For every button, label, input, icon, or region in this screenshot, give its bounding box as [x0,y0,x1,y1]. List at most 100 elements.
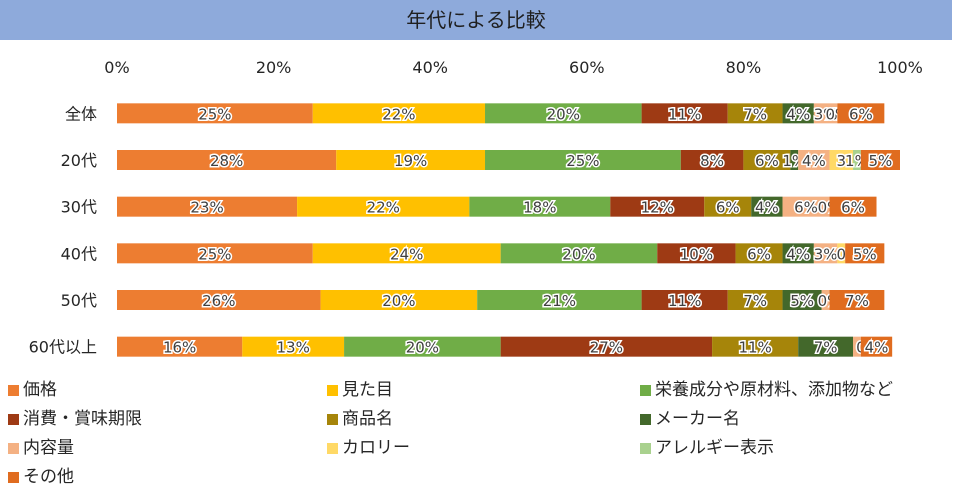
bar-segment [782,103,814,124]
data-label: 22% [382,105,415,123]
data-label: 4% [865,339,889,357]
bar-segment [657,243,736,264]
data-label: 20% [547,105,580,123]
legend-label: カロリー [342,438,410,458]
legend-swatch [640,384,651,396]
bar-segment [712,336,799,357]
legend-item: 消費・賞味期限 [8,408,142,430]
legend-label: 栄養成分や原材料、添加物など [655,380,893,400]
bar-segment [117,290,321,310]
category-label: 40代 [61,244,97,263]
bar-segment [297,196,470,217]
bar-segment [727,103,783,124]
bar-segment [477,290,642,310]
data-label: 0 [837,245,847,263]
x-tick-label: 100% [877,58,923,77]
category-label: 20代 [61,151,97,170]
category-label: 30代 [61,198,97,217]
bar-segment [312,243,501,264]
data-label: 22% [367,199,400,217]
data-label: 5% [790,292,814,310]
data-label: 7% [845,292,869,310]
bar-segment [117,103,313,124]
legend-swatch [640,413,651,425]
legend-swatch [640,442,651,454]
legend-item: その他 [8,466,74,488]
bar-segment [727,290,783,310]
bar-segment [751,196,783,217]
bar-segment [117,243,313,264]
x-tick-label: 0% [104,58,129,77]
data-label: 6% [755,152,779,170]
data-label: 6% [841,199,865,217]
data-label: 18% [523,199,556,217]
bar-segment [813,243,838,264]
bar-segment [829,150,854,170]
data-label: 6% [747,245,771,263]
legend-label: 商品名 [342,409,393,429]
bar-segment [853,150,861,170]
data-label: 25% [198,105,231,123]
legend-item: 価格 [8,379,57,401]
data-label: 25% [198,245,231,263]
legend-item: 見た目 [327,379,393,401]
bar-segment [336,150,486,170]
legend-label: その他 [23,467,74,487]
bar-segment [782,290,822,310]
data-label: 11% [738,339,771,357]
data-label: 16% [163,339,196,357]
title-bar [0,0,952,40]
legend-label: 内容量 [23,438,74,458]
legend-item: 内容量 [8,437,74,459]
bar-segment [790,150,799,170]
data-label: 13% [277,339,310,357]
legend-item: 栄養成分や原材料、添加物など [640,379,893,401]
data-label: 7% [743,105,767,123]
legend-item: 商品名 [327,408,393,430]
bar-segment [837,243,846,264]
data-label: 7% [743,292,767,310]
data-label: 20% [382,292,415,310]
data-label: 10% [680,245,713,263]
data-label: 6% [849,105,873,123]
bar-segment [610,196,705,217]
data-label: 8% [700,152,724,170]
data-label: 21% [543,292,576,310]
data-label: 6% [794,199,818,217]
data-label: 6% [716,199,740,217]
category-label: 全体 [65,104,97,123]
legend-swatch [327,442,338,454]
data-label: 26% [202,292,235,310]
data-label: 4% [786,245,810,263]
legend-swatch [327,384,338,396]
bar-segment [735,243,783,264]
legend-label: メーカー名 [655,409,740,429]
data-label: 3% [814,105,838,123]
legend-item: アレルギー表示 [640,437,774,459]
bar-segment [500,243,658,264]
bar-segment [500,336,713,357]
legend-swatch [8,471,19,483]
bar-segment [344,336,501,357]
data-label: 20% [406,339,439,357]
bar-segment [117,150,337,170]
legend-label: 価格 [23,380,57,400]
bar-segment [641,103,728,124]
data-label: 25% [566,152,599,170]
bar-segment [845,243,885,264]
legend-item: メーカー名 [640,408,740,430]
bar-segment [469,196,611,217]
data-label: 27% [590,339,623,357]
bar-segment [641,290,728,310]
bar-segment [837,103,885,124]
data-label: 24% [390,245,423,263]
bar-segment [312,103,486,124]
data-label: 20% [562,245,595,263]
data-label: 5% [853,245,877,263]
data-label: 3 [837,152,847,170]
data-label: 19% [394,152,427,170]
bar-segment [743,150,791,170]
chart-plot: 0%20%40%60%80%100%全体25%22%20%11%7%4%3%0%… [29,58,923,358]
bar-segment [782,196,830,217]
legend-swatch [8,384,19,396]
